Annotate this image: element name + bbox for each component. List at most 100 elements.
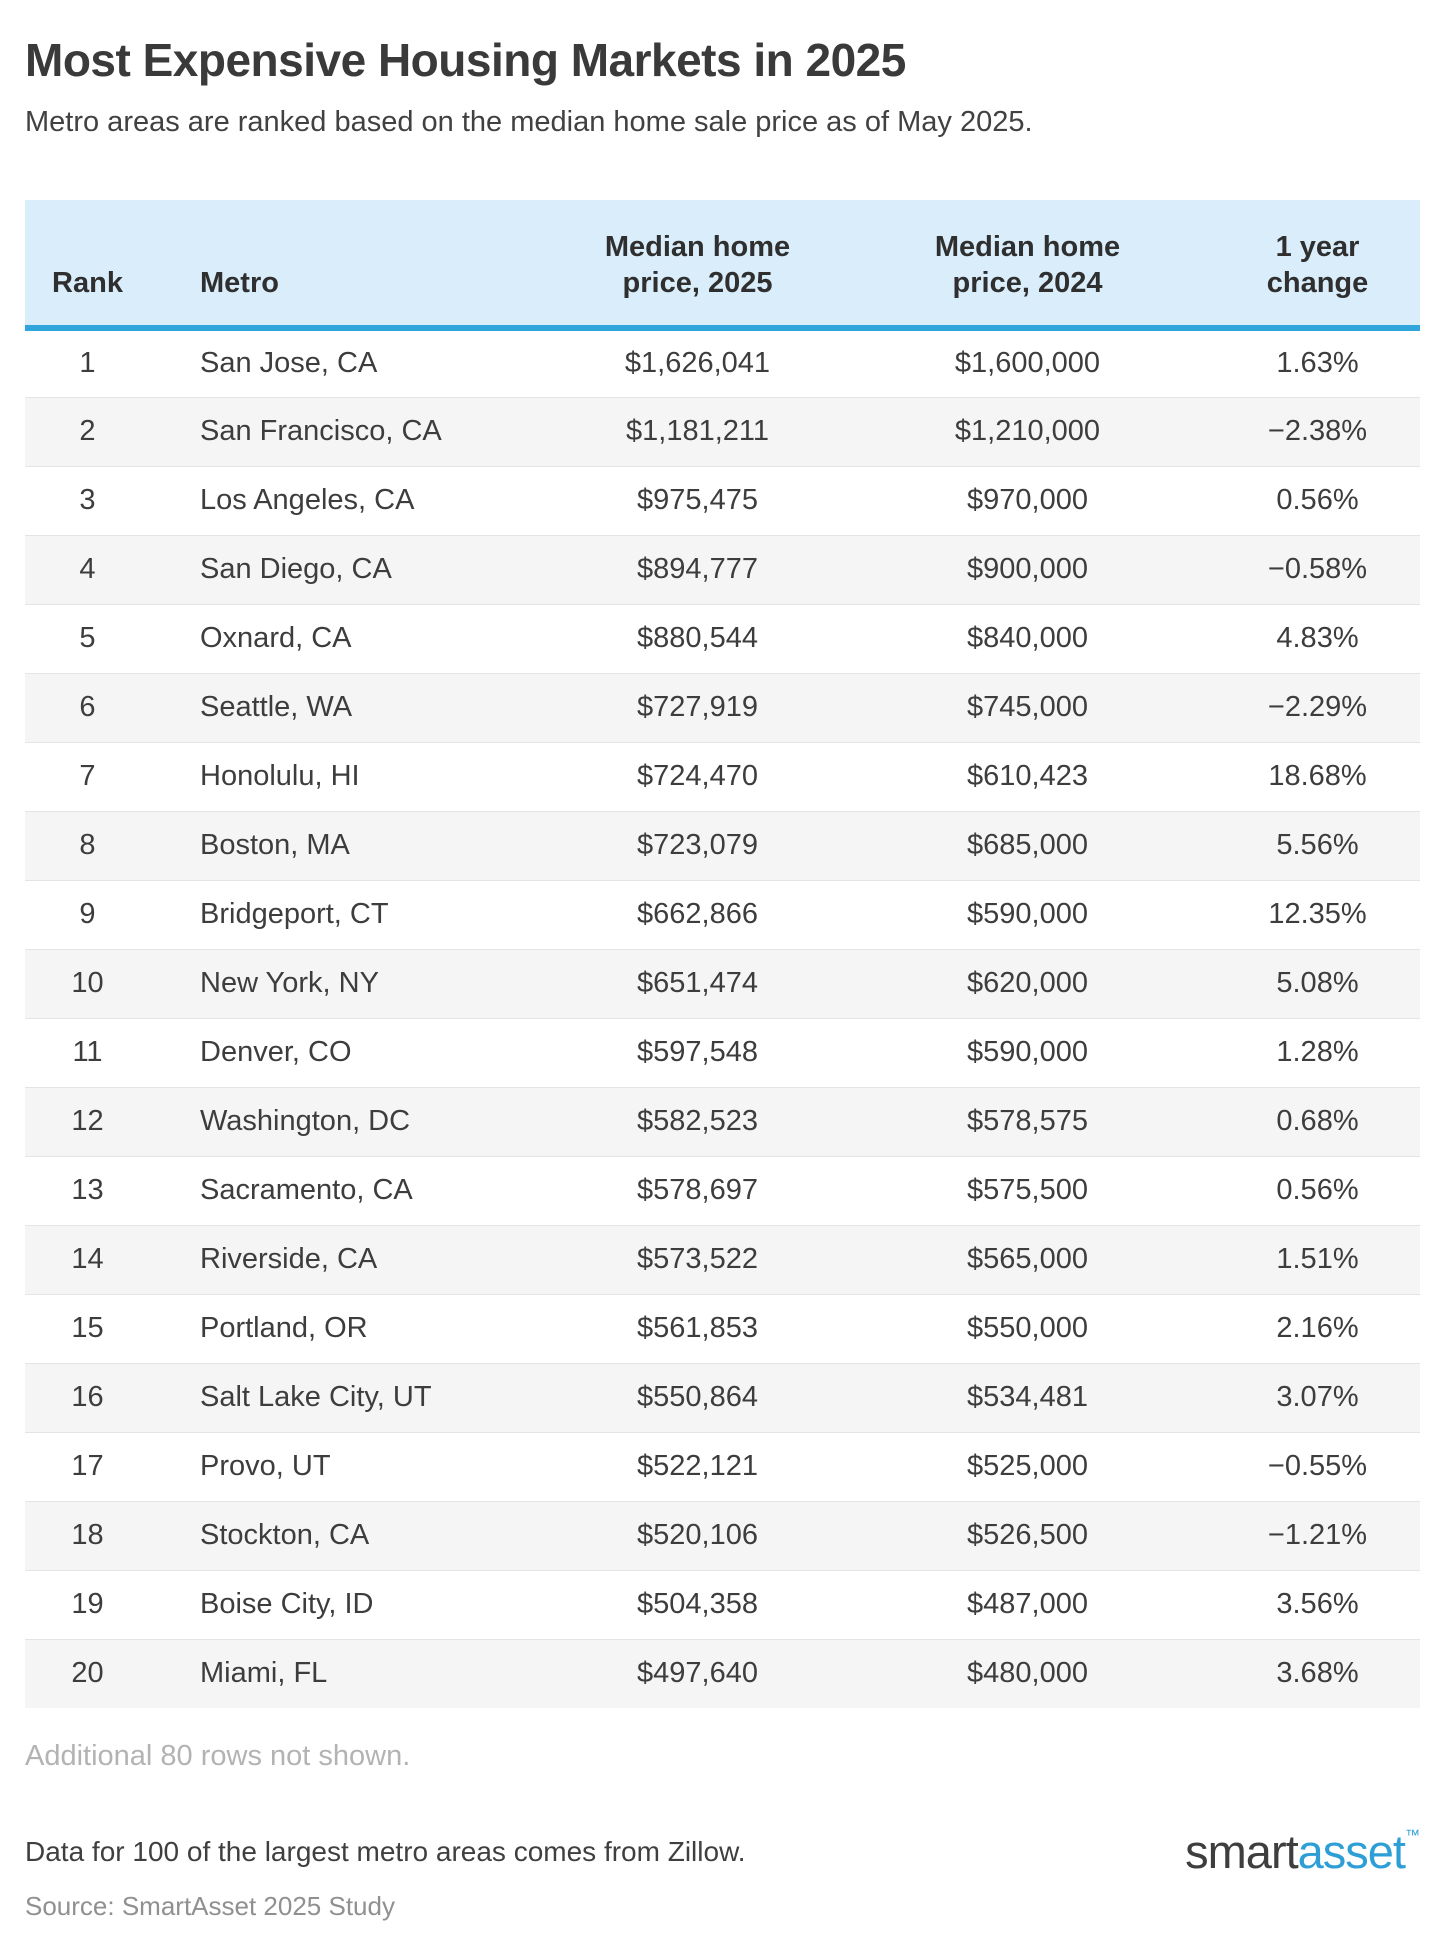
rank-cell: 10 (25, 948, 150, 1019)
table-header-row: Rank Metro Median home price, 2025 Media… (25, 200, 1420, 332)
table-row: 16 Salt Lake City, UT $550,864 $534,481 … (25, 1362, 1420, 1433)
price-2024-cell: $575,500 (840, 1155, 1215, 1226)
change-cell: 1.28% (1215, 1017, 1420, 1088)
table-row: 3 Los Angeles, CA $975,475 $970,000 0.56… (25, 465, 1420, 536)
source-note: Source: SmartAsset 2025 Study (25, 1891, 395, 1922)
price-2024-cell: $487,000 (840, 1569, 1215, 1640)
price-2025-cell: $1,626,041 (624, 347, 771, 380)
rank-cell: 19 (25, 1569, 150, 1640)
price-2024-cell: $590,000 (840, 879, 1215, 950)
price-2025-cell: $573,522 (555, 1224, 840, 1295)
metro-cell: Los Angeles, CA (150, 465, 555, 536)
price-2025-cell: $723,079 (555, 810, 840, 881)
column-header-price-2024: Median home price, 2024 (840, 200, 1215, 332)
price-2024-cell: $1,600,000 (954, 347, 1101, 380)
metro-cell: Provo, UT (150, 1431, 555, 1502)
column-header-change-line2: change (1266, 267, 1369, 300)
change-cell: −1.21% (1215, 1500, 1420, 1571)
housing-markets-table: Rank Metro Median home price, 2025 Media… (25, 200, 1420, 1709)
logo-text-asset: asset (1297, 1825, 1406, 1879)
column-header-change-line1: 1 year (1275, 231, 1360, 264)
rank-cell: 4 (25, 534, 150, 605)
rank-cell: 13 (25, 1155, 150, 1226)
price-2025-cell: $550,864 (555, 1362, 840, 1433)
rank-cell: 5 (25, 603, 150, 674)
table-row: 20 Miami, FL $497,640 $480,000 3.68% (25, 1638, 1420, 1709)
table-row: 6 Seattle, WA $727,919 $745,000 −2.29% (25, 672, 1420, 743)
price-2024-cell: $1,210,000 (840, 396, 1215, 467)
table-row: 4 San Diego, CA $894,777 $900,000 −0.58% (25, 534, 1420, 605)
price-2024-cell: $685,000 (840, 810, 1215, 881)
rank-cell: 12 (25, 1086, 150, 1157)
price-2024-cell: $970,000 (840, 465, 1215, 536)
price-2025-cell: $880,544 (555, 603, 840, 674)
table-body: 1 San Jose, CA $1,626,041 $1,600,000 1.6… (25, 328, 1420, 1709)
price-2024-cell: $840,000 (840, 603, 1215, 674)
metro-cell: Miami, FL (150, 1638, 555, 1709)
rank-cell: 1 (79, 347, 96, 380)
metro-cell: Washington, DC (150, 1086, 555, 1157)
column-header-rank-label: Rank (52, 267, 123, 300)
price-2025-cell: $578,697 (555, 1155, 840, 1226)
rank-cell: 20 (25, 1638, 150, 1709)
column-header-price-2024-line2: price, 2024 (952, 267, 1103, 300)
trademark-symbol: ™ (1405, 1827, 1420, 1845)
rank-cell: 14 (25, 1224, 150, 1295)
logo-text-smart: smart (1185, 1825, 1298, 1879)
price-2025-cell: $651,474 (555, 948, 840, 1019)
additional-rows-note: Additional 80 rows not shown. (25, 1740, 411, 1773)
column-header-price-2025-line2: price, 2025 (622, 267, 773, 300)
price-2025-cell: $1,181,211 (555, 396, 840, 467)
price-2025-cell: $522,121 (555, 1431, 840, 1502)
table-row: 13 Sacramento, CA $578,697 $575,500 0.56… (25, 1155, 1420, 1226)
metro-cell: Riverside, CA (150, 1224, 555, 1295)
column-header-price-2024-line1: Median home (934, 231, 1121, 264)
metro-cell: Salt Lake City, UT (150, 1362, 555, 1433)
column-header-rank: Rank (25, 200, 150, 332)
price-2025-cell: $724,470 (555, 741, 840, 812)
change-cell: 0.56% (1215, 465, 1420, 536)
rank-cell: 9 (25, 879, 150, 950)
price-2025-cell: $727,919 (555, 672, 840, 743)
metro-cell: Boston, MA (150, 810, 555, 881)
price-2025-cell: $504,358 (555, 1569, 840, 1640)
price-2024-cell: $480,000 (840, 1638, 1215, 1709)
price-2025-cell: $497,640 (555, 1638, 840, 1709)
rank-cell: 3 (25, 465, 150, 536)
page-subtitle: Metro areas are ranked based on the medi… (25, 105, 1033, 138)
column-header-price-2025-line1: Median home (604, 231, 791, 264)
rank-cell: 2 (25, 396, 150, 467)
table-row: 9 Bridgeport, CT $662,866 $590,000 12.35… (25, 879, 1420, 950)
change-cell: 5.56% (1215, 810, 1420, 881)
price-2024-cell: $590,000 (840, 1017, 1215, 1088)
price-2024-cell: $525,000 (840, 1431, 1215, 1502)
metro-cell: San Jose, CA (200, 347, 378, 380)
change-cell: 1.63% (1276, 347, 1359, 380)
rank-cell: 16 (25, 1362, 150, 1433)
price-2024-cell: $620,000 (840, 948, 1215, 1019)
price-2024-cell: $610,423 (840, 741, 1215, 812)
price-2024-cell: $565,000 (840, 1224, 1215, 1295)
rank-cell: 17 (25, 1431, 150, 1502)
change-cell: 2.16% (1215, 1293, 1420, 1364)
change-cell: 0.56% (1215, 1155, 1420, 1226)
price-2025-cell: $520,106 (555, 1500, 840, 1571)
change-cell: 12.35% (1215, 879, 1420, 950)
rank-cell: 6 (25, 672, 150, 743)
metro-cell: Seattle, WA (150, 672, 555, 743)
change-cell: −0.58% (1215, 534, 1420, 605)
table-row: 1 San Jose, CA $1,626,041 $1,600,000 1.6… (25, 328, 1420, 397)
price-2025-cell: $561,853 (555, 1293, 840, 1364)
column-header-metro: Metro (150, 200, 555, 332)
metro-cell: Portland, OR (150, 1293, 555, 1364)
table-row: 17 Provo, UT $522,121 $525,000 −0.55% (25, 1431, 1420, 1502)
rank-cell: 7 (25, 741, 150, 812)
change-cell: 18.68% (1215, 741, 1420, 812)
table-row: 5 Oxnard, CA $880,544 $840,000 4.83% (25, 603, 1420, 674)
data-source-note: Data for 100 of the largest metro areas … (25, 1835, 746, 1867)
change-cell: 3.07% (1215, 1362, 1420, 1433)
metro-cell: Boise City, ID (150, 1569, 555, 1640)
metro-cell: New York, NY (150, 948, 555, 1019)
table-row: 14 Riverside, CA $573,522 $565,000 1.51% (25, 1224, 1420, 1295)
